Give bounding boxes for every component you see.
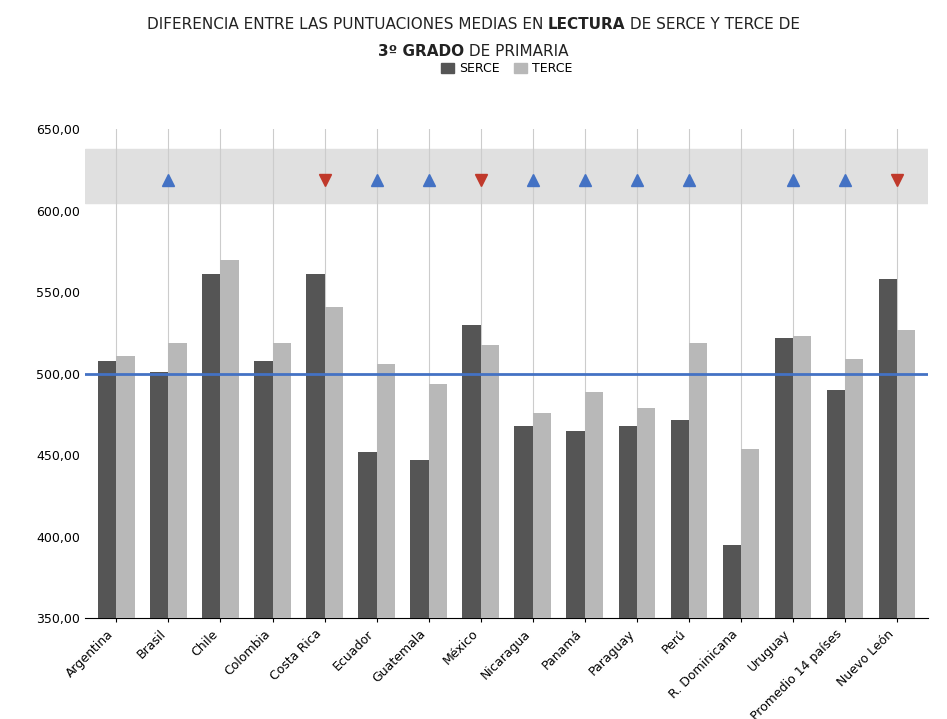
Bar (325, 307, 343, 719)
Bar (85, 149, 928, 203)
Bar (879, 280, 897, 719)
Bar (203, 275, 221, 719)
Bar (793, 336, 811, 719)
Bar (532, 413, 551, 719)
Bar (429, 384, 447, 719)
Bar (306, 275, 325, 719)
Bar (775, 338, 793, 719)
Bar (151, 372, 169, 719)
Text: DE SERCE Y TERCE DE: DE SERCE Y TERCE DE (625, 17, 800, 32)
Bar (116, 356, 134, 719)
Bar (481, 344, 499, 719)
Bar (827, 390, 845, 719)
Bar (462, 325, 481, 719)
Bar (255, 361, 273, 719)
Bar (514, 426, 532, 719)
Bar (377, 364, 395, 719)
Bar (741, 449, 759, 719)
Bar (584, 392, 603, 719)
Bar (897, 330, 915, 719)
Bar (618, 426, 636, 719)
Bar (566, 431, 584, 719)
Bar (358, 452, 377, 719)
Bar (410, 460, 429, 719)
Text: DIFERENCIA ENTRE LAS PUNTUACIONES MEDIAS EN: DIFERENCIA ENTRE LAS PUNTUACIONES MEDIAS… (147, 17, 548, 32)
Bar (688, 343, 707, 719)
Bar (221, 260, 239, 719)
Bar (845, 360, 863, 719)
Bar (169, 343, 187, 719)
Bar (273, 343, 291, 719)
Text: DE PRIMARIA: DE PRIMARIA (464, 44, 569, 59)
Bar (670, 419, 688, 719)
Bar (723, 545, 741, 719)
Bar (636, 408, 655, 719)
Text: LECTURA: LECTURA (548, 17, 625, 32)
Legend: SERCE, TERCE: SERCE, TERCE (437, 58, 577, 81)
Text: 3º GRADO: 3º GRADO (378, 44, 464, 59)
Bar (98, 361, 116, 719)
